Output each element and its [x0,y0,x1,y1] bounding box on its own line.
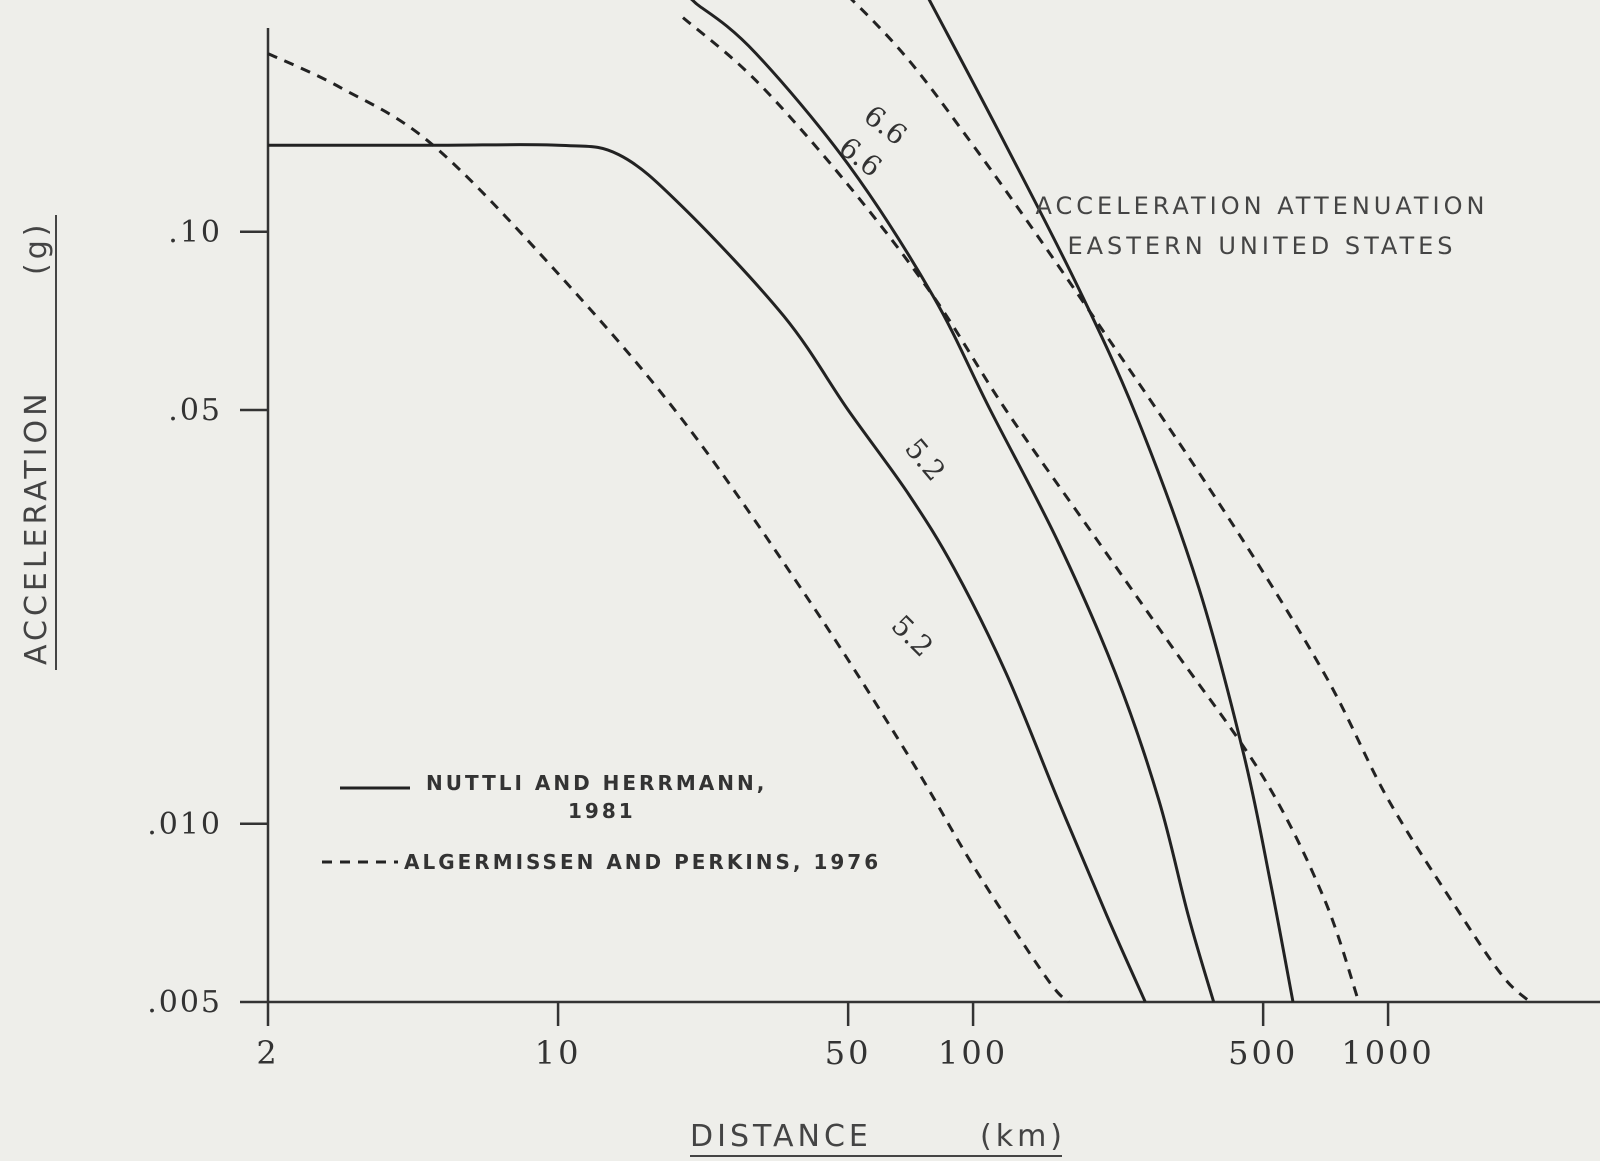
chart-subtitle: EASTERN UNITED STATES [1067,232,1456,260]
y-axis-unit: (g) [19,221,54,275]
x-tick-label: 50 [825,1034,872,1072]
chart-title: ACCELERATION ATTENUATION [1036,192,1489,220]
curve-label: 5.2 [898,432,952,487]
legend-label-solid: NUTTLI AND HERRMANN, [426,771,767,795]
y-axis-label: ACCELERATION [19,389,54,665]
curve-labels: Ms = 8.58.56.66.65.25.2 [833,99,952,664]
y-axis-title: ACCELERATION (g) [19,215,57,670]
x-tick-label: 2 [256,1034,279,1072]
y-tick-label: .005 [147,985,222,1020]
solid-curve-8-5 [927,0,1295,1003]
x-axis-unit: (km) [980,1119,1066,1154]
legend: NUTTLI AND HERRMANN, 1981 ALGERMISSEN AN… [322,771,881,874]
x-axis-title: DISTANCE (km) [690,1119,1066,1157]
dashed-curve-5-2 [267,52,1070,1004]
solid-curve-6-6 [690,0,1216,1003]
y-tick-label: .05 [168,393,222,428]
axes [266,28,1600,1004]
y-tick-label: .010 [147,807,222,842]
dashed-curve-6-6 [682,16,1361,1003]
legend-label-solid-year: 1981 [568,799,636,823]
legend-label-dashed: ALGERMISSEN AND PERKINS, 1976 [404,850,881,874]
x-tick-label: 1000 [1341,1034,1434,1072]
curve-label: 5.2 [885,609,940,664]
x-tick-label: 100 [938,1034,1008,1072]
dashed-curve-8-5 [850,0,1532,1004]
solid-curve-5-2 [268,143,1147,1003]
x-tick-label: 500 [1228,1034,1298,1072]
x-axis-label: DISTANCE [690,1119,872,1154]
y-tick-label: .10 [168,215,222,250]
curves [267,0,1532,1004]
x-tick-label: 10 [535,1034,582,1072]
